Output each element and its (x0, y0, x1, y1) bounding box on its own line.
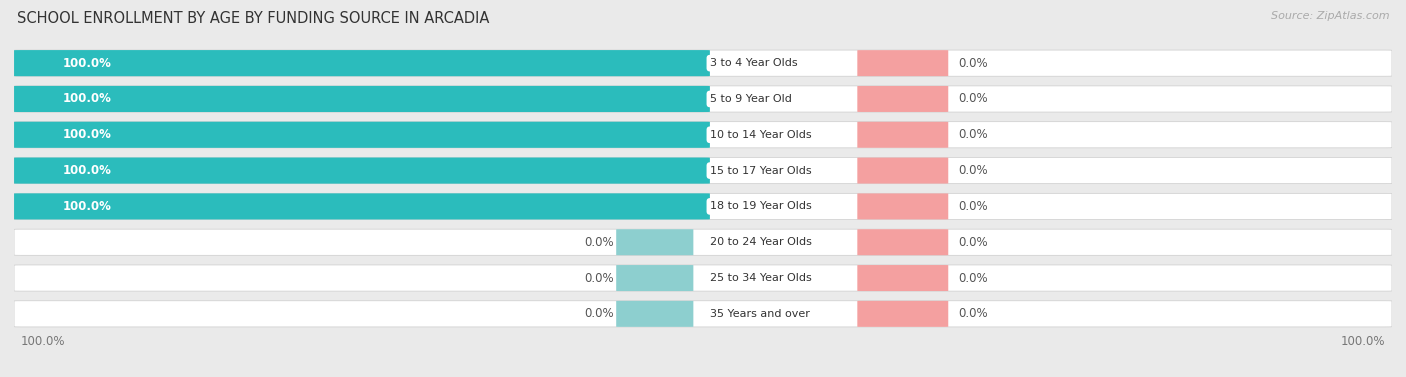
Text: 0.0%: 0.0% (583, 271, 613, 285)
FancyBboxPatch shape (858, 229, 948, 255)
Text: 0.0%: 0.0% (957, 164, 987, 177)
FancyBboxPatch shape (14, 193, 1392, 219)
Text: 0.0%: 0.0% (957, 57, 987, 70)
Legend: Public School, Private School: Public School, Private School (591, 375, 815, 377)
Text: 35 Years and over: 35 Years and over (710, 309, 810, 319)
Text: SCHOOL ENROLLMENT BY AGE BY FUNDING SOURCE IN ARCADIA: SCHOOL ENROLLMENT BY AGE BY FUNDING SOUR… (17, 11, 489, 26)
FancyBboxPatch shape (14, 265, 1392, 291)
Text: 0.0%: 0.0% (583, 307, 613, 320)
FancyBboxPatch shape (858, 301, 948, 327)
Text: 20 to 24 Year Olds: 20 to 24 Year Olds (710, 237, 811, 247)
FancyBboxPatch shape (14, 193, 710, 219)
Text: 100.0%: 100.0% (62, 57, 111, 70)
Text: 25 to 34 Year Olds: 25 to 34 Year Olds (710, 273, 811, 283)
FancyBboxPatch shape (858, 265, 948, 291)
Text: 100.0%: 100.0% (1340, 335, 1385, 348)
Text: 100.0%: 100.0% (62, 92, 111, 106)
Text: 18 to 19 Year Olds: 18 to 19 Year Olds (710, 201, 811, 211)
Text: 5 to 9 Year Old: 5 to 9 Year Old (710, 94, 792, 104)
FancyBboxPatch shape (14, 86, 710, 112)
FancyBboxPatch shape (858, 86, 948, 112)
FancyBboxPatch shape (14, 158, 710, 184)
Text: 0.0%: 0.0% (583, 236, 613, 249)
FancyBboxPatch shape (616, 301, 693, 327)
Text: 0.0%: 0.0% (957, 200, 987, 213)
Text: 100.0%: 100.0% (21, 335, 66, 348)
Text: 0.0%: 0.0% (957, 271, 987, 285)
Text: 15 to 17 Year Olds: 15 to 17 Year Olds (710, 166, 811, 176)
FancyBboxPatch shape (14, 86, 1392, 112)
FancyBboxPatch shape (858, 50, 948, 76)
Text: 100.0%: 100.0% (62, 200, 111, 213)
Text: 0.0%: 0.0% (957, 128, 987, 141)
FancyBboxPatch shape (14, 122, 1392, 148)
FancyBboxPatch shape (616, 229, 693, 255)
FancyBboxPatch shape (14, 301, 1392, 327)
FancyBboxPatch shape (616, 265, 693, 291)
Text: 100.0%: 100.0% (62, 164, 111, 177)
Text: 3 to 4 Year Olds: 3 to 4 Year Olds (710, 58, 797, 68)
FancyBboxPatch shape (858, 193, 948, 219)
Text: 0.0%: 0.0% (957, 236, 987, 249)
FancyBboxPatch shape (858, 158, 948, 184)
FancyBboxPatch shape (14, 158, 1392, 184)
FancyBboxPatch shape (14, 122, 710, 148)
Text: 0.0%: 0.0% (957, 307, 987, 320)
FancyBboxPatch shape (14, 50, 1392, 76)
Text: 100.0%: 100.0% (62, 128, 111, 141)
FancyBboxPatch shape (858, 122, 948, 148)
Text: 0.0%: 0.0% (957, 92, 987, 106)
FancyBboxPatch shape (14, 50, 710, 76)
Text: 10 to 14 Year Olds: 10 to 14 Year Olds (710, 130, 811, 140)
Text: Source: ZipAtlas.com: Source: ZipAtlas.com (1271, 11, 1389, 21)
FancyBboxPatch shape (14, 229, 1392, 255)
